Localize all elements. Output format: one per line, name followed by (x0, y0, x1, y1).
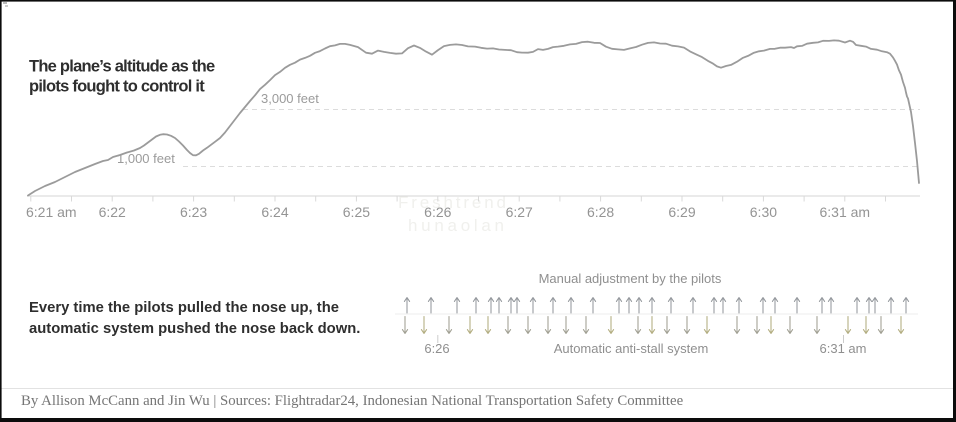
svg-text:pilots fought to control it: pilots fought to control it (29, 78, 205, 96)
svg-text:Automatic anti-stall system: Automatic anti-stall system (554, 341, 709, 356)
svg-text:automatic system pushed the no: automatic system pushed the nose back do… (29, 321, 360, 337)
svg-text:Manual adjustment by the pilot: Manual adjustment by the pilots (539, 271, 722, 286)
svg-text:1,000 feet: 1,000 feet (117, 151, 175, 166)
svg-text:6:27: 6:27 (506, 204, 533, 220)
svg-text:3,000 feet: 3,000 feet (261, 91, 319, 106)
svg-text:6:24: 6:24 (261, 204, 288, 220)
svg-text:6:26: 6:26 (424, 204, 451, 220)
svg-text:6:28: 6:28 (587, 204, 614, 220)
svg-text:6:30: 6:30 (750, 204, 777, 220)
svg-text:6:22: 6:22 (99, 204, 126, 220)
svg-text:6:31 am: 6:31 am (820, 341, 867, 356)
svg-text:6:31 am: 6:31 am (820, 204, 871, 220)
svg-text:6:25: 6:25 (343, 204, 370, 220)
svg-text:The plane’s altitude as the: The plane’s altitude as the (29, 58, 215, 76)
svg-text:hunaolan: hunaolan (408, 216, 504, 235)
svg-text:6:29: 6:29 (668, 204, 695, 220)
svg-text:Every time the pilots pulled t: Every time the pilots pulled the nose up… (29, 300, 339, 316)
svg-text:6:26: 6:26 (424, 341, 449, 356)
svg-text:By Allison McCann and Jin Wu |: By Allison McCann and Jin Wu | Sources: … (21, 393, 684, 409)
svg-text:6:23: 6:23 (180, 204, 207, 220)
svg-text:6:21 am: 6:21 am (26, 204, 77, 220)
